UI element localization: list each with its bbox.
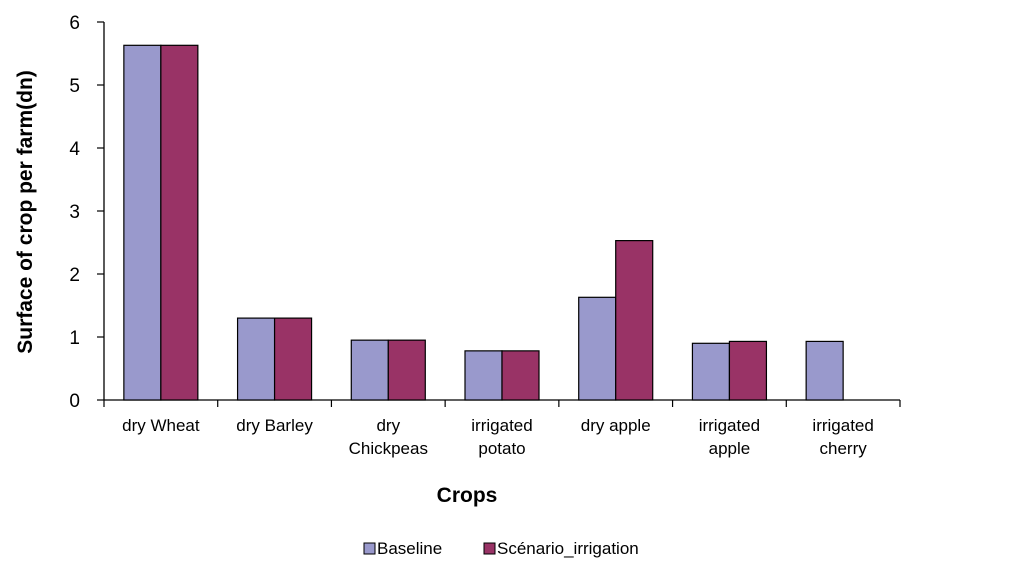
bar-baseline [350, 339, 389, 401]
x-tick-label: potato [478, 439, 525, 458]
y-tick-label: 3 [69, 202, 80, 223]
y-tick-label: 6 [69, 13, 80, 34]
bar-baseline [236, 317, 276, 401]
bar-baseline [464, 350, 503, 401]
y-tick-label: 5 [69, 76, 80, 97]
y-tick-label: 0 [69, 391, 80, 412]
x-tick-label: irrigated [699, 416, 760, 435]
bar-scenario-irrigation [273, 317, 313, 401]
x-tick-label: cherry [820, 439, 868, 458]
bar-baseline [578, 296, 617, 401]
y-axis-title: Surface of crop per farm(dn) [14, 70, 37, 354]
x-tick-label: dry Barley [236, 416, 313, 435]
x-axis-title: Crops [437, 484, 498, 507]
x-tick-label: apple [709, 439, 751, 458]
bar-scenario-irrigation [501, 350, 540, 401]
bar-baseline [123, 44, 162, 401]
y-tick-label: 2 [69, 265, 80, 286]
bar-baseline [691, 342, 731, 401]
x-tick-label: irrigated [812, 416, 873, 435]
legend-swatch [483, 542, 496, 555]
plot-area: 0 1 2 3 4 5 6 dry Wheat dry Barley dry Chickpeas ir… [69, 13, 901, 458]
x-tick-label: dry [376, 416, 400, 435]
bar-baseline [805, 340, 844, 401]
x-tick-label: Chickpeas [349, 439, 428, 458]
legend-swatch [363, 542, 376, 555]
bar-scenario-irrigation [160, 44, 199, 401]
bar-scenario-irrigation [387, 339, 426, 401]
y-tick-label: 4 [69, 139, 80, 160]
legend: Baseline Scénario_irrigation [363, 539, 639, 558]
x-tick-label: dry Wheat [122, 416, 200, 435]
x-tick-label: irrigated [471, 416, 532, 435]
bar-scenario-irrigation [728, 340, 768, 401]
legend-label: Scénario_irrigation [497, 539, 639, 558]
y-tick-label: 1 [69, 328, 80, 349]
x-tick-label: dry apple [581, 416, 651, 435]
legend-label: Baseline [377, 539, 442, 558]
bar-scenario-irrigation [615, 240, 654, 401]
